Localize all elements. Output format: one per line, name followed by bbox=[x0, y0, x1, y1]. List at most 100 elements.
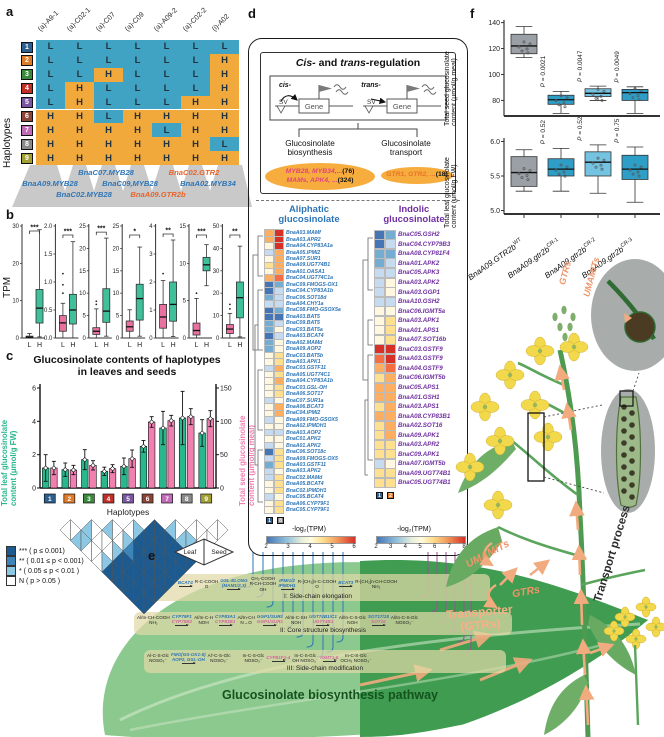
haplotype-cell: L bbox=[65, 53, 94, 68]
panel-c-left-axis-title: Total leaf glucosinolate content (μmol/g… bbox=[0, 378, 18, 506]
umamit-cycle-arrow bbox=[483, 584, 498, 609]
gene-name: BnaC04.IPMI2 bbox=[286, 410, 321, 417]
indolic-connector-line bbox=[430, 552, 438, 613]
haplotype-cell: L bbox=[94, 95, 123, 110]
heatmap-cell bbox=[374, 468, 385, 479]
text: 5.5 bbox=[490, 174, 500, 181]
haplotype-cell: L bbox=[210, 137, 239, 152]
branch-connector bbox=[298, 123, 418, 137]
inset-seed-closeup bbox=[591, 259, 664, 371]
panel-a-ylabel: Haplotypes bbox=[2, 117, 13, 168]
haplotype-cell: H bbox=[65, 95, 94, 110]
haplotype-key: 1 bbox=[266, 517, 273, 524]
boxplot-box bbox=[621, 89, 649, 101]
gene-row: BnaC09.BAT5 bbox=[264, 319, 341, 328]
heatmap-cell bbox=[374, 258, 385, 269]
text: 5 bbox=[183, 299, 187, 305]
significance-legend: *** ( p ≤ 0.001) ** ( 0.01 ≤ p < 0.001) * … bbox=[6, 546, 84, 586]
text: 6 bbox=[146, 496, 150, 503]
heatmap-cell bbox=[374, 449, 385, 460]
haplotype-badge: 8 bbox=[21, 138, 33, 150]
colorbar-tick: 5 bbox=[330, 544, 334, 550]
gene-name: BnaA04.CYP83A1b bbox=[286, 378, 333, 385]
data-point bbox=[528, 42, 532, 46]
enzyme: IGMT1-5 bbox=[320, 655, 338, 662]
gene-name: BnaC04.UGT74C1a bbox=[286, 275, 333, 282]
colorbar-tick: 6 bbox=[352, 544, 356, 550]
haplotype-badge: 6 bbox=[21, 111, 33, 122]
compound: Al'-C-S-Glc NOSO₃⁻ bbox=[207, 652, 231, 664]
heatmap-cell bbox=[374, 382, 385, 393]
panel-a-gene-label: BnaA09.GTR2b bbox=[130, 190, 186, 199]
leaf-bar bbox=[100, 471, 108, 489]
significance-swatch bbox=[6, 556, 16, 566]
pathway-steps: R-CH-COOH NH₂ BCAT4 R-C-COOH O GSL-ELONG (MAM1… bbox=[149, 576, 487, 592]
boxplot-box bbox=[102, 288, 111, 323]
text: Gene bbox=[305, 102, 323, 111]
dashed-divider bbox=[256, 200, 460, 201]
panel-d-regulation-and-heatmaps: d Cis- and trans-regulation SV Gene cis- SV… bbox=[246, 0, 470, 560]
data-point bbox=[554, 99, 558, 103]
gene-name: BnaA02.IPMDH1 bbox=[286, 423, 327, 430]
gene-name: BnaA03.GSTF9 bbox=[398, 355, 443, 363]
band-notch bbox=[173, 165, 189, 191]
branch-lines bbox=[298, 123, 418, 137]
gene-row: BnaA09.UGT74B1 bbox=[374, 468, 451, 479]
haplotype-key-square bbox=[180, 493, 193, 504]
indolic-title-line1: Indolic bbox=[398, 204, 430, 215]
pathway-section: R-CH-COOH NH₂ BCAT4 R-C-COOH O GSL-ELONG (MAM1… bbox=[146, 574, 490, 601]
data-point bbox=[591, 161, 595, 165]
haplotype-key: 8 bbox=[277, 517, 284, 524]
indolic-connector-line bbox=[457, 552, 465, 643]
diamond-marker bbox=[179, 415, 186, 421]
data-point bbox=[522, 40, 526, 44]
data-point bbox=[557, 172, 561, 176]
transport-arrow bbox=[439, 630, 493, 652]
data-point bbox=[528, 169, 532, 172]
dendrogram-branch bbox=[367, 237, 373, 291]
haplotype-cell: H bbox=[94, 151, 123, 166]
text: 0 bbox=[16, 336, 20, 342]
haplotype-key-square bbox=[83, 493, 95, 504]
haplotype-key-square bbox=[161, 493, 173, 504]
panel-f-label: f bbox=[470, 6, 475, 21]
compound: Al-C-S-Glc NOSO₃⁻ bbox=[147, 652, 169, 664]
pathway-title: Glucosinolate biosynthesis pathway bbox=[221, 688, 439, 702]
heatmap-cell bbox=[374, 229, 385, 240]
text: 2 bbox=[68, 496, 72, 503]
text: H bbox=[37, 342, 42, 349]
text: H bbox=[137, 342, 142, 349]
aliphatic-title: Aliphatic glucosinolate bbox=[254, 204, 364, 226]
boxplot-box bbox=[192, 322, 201, 336]
transport-arrow bbox=[569, 500, 585, 531]
data-point bbox=[563, 174, 567, 178]
text: 2 bbox=[149, 280, 153, 286]
text: 2.0 bbox=[44, 224, 53, 230]
enzyme: CYP81F1-4 bbox=[266, 655, 290, 662]
text: 0.5 bbox=[44, 308, 53, 314]
leaf-bar bbox=[42, 467, 50, 489]
haplotype-cell: H bbox=[94, 67, 123, 82]
text: 0 bbox=[116, 336, 120, 342]
stem-zoom-box bbox=[527, 412, 545, 482]
heatmap-cell bbox=[374, 267, 385, 278]
haplotype-cell: H bbox=[210, 109, 239, 124]
gene-name: BnaC02.MAMd bbox=[286, 474, 323, 481]
sig-cell-leaf bbox=[101, 518, 113, 542]
text: Haplotypes bbox=[107, 507, 150, 517]
gene-row: BnaA10.GSH2 bbox=[374, 296, 451, 307]
text: 0 bbox=[82, 336, 86, 342]
data-point bbox=[602, 158, 606, 162]
data-point bbox=[596, 156, 600, 160]
haplotype-cell: H bbox=[36, 123, 65, 138]
sig-cell-seed bbox=[91, 518, 103, 542]
heatmap-cell bbox=[385, 258, 396, 269]
pathway-section: Al/In-CH-COOH NH₂ CYP79F1 CYP79B2 Al/In-C-H N… bbox=[134, 612, 512, 636]
gene-name: BnaA01.GSH1 bbox=[398, 393, 440, 401]
sig-bracket bbox=[62, 234, 74, 238]
text: 4 bbox=[149, 224, 153, 230]
text: 0 bbox=[149, 336, 153, 342]
data-point bbox=[633, 163, 637, 167]
data-point bbox=[557, 103, 561, 107]
boxplot-box bbox=[235, 281, 244, 319]
